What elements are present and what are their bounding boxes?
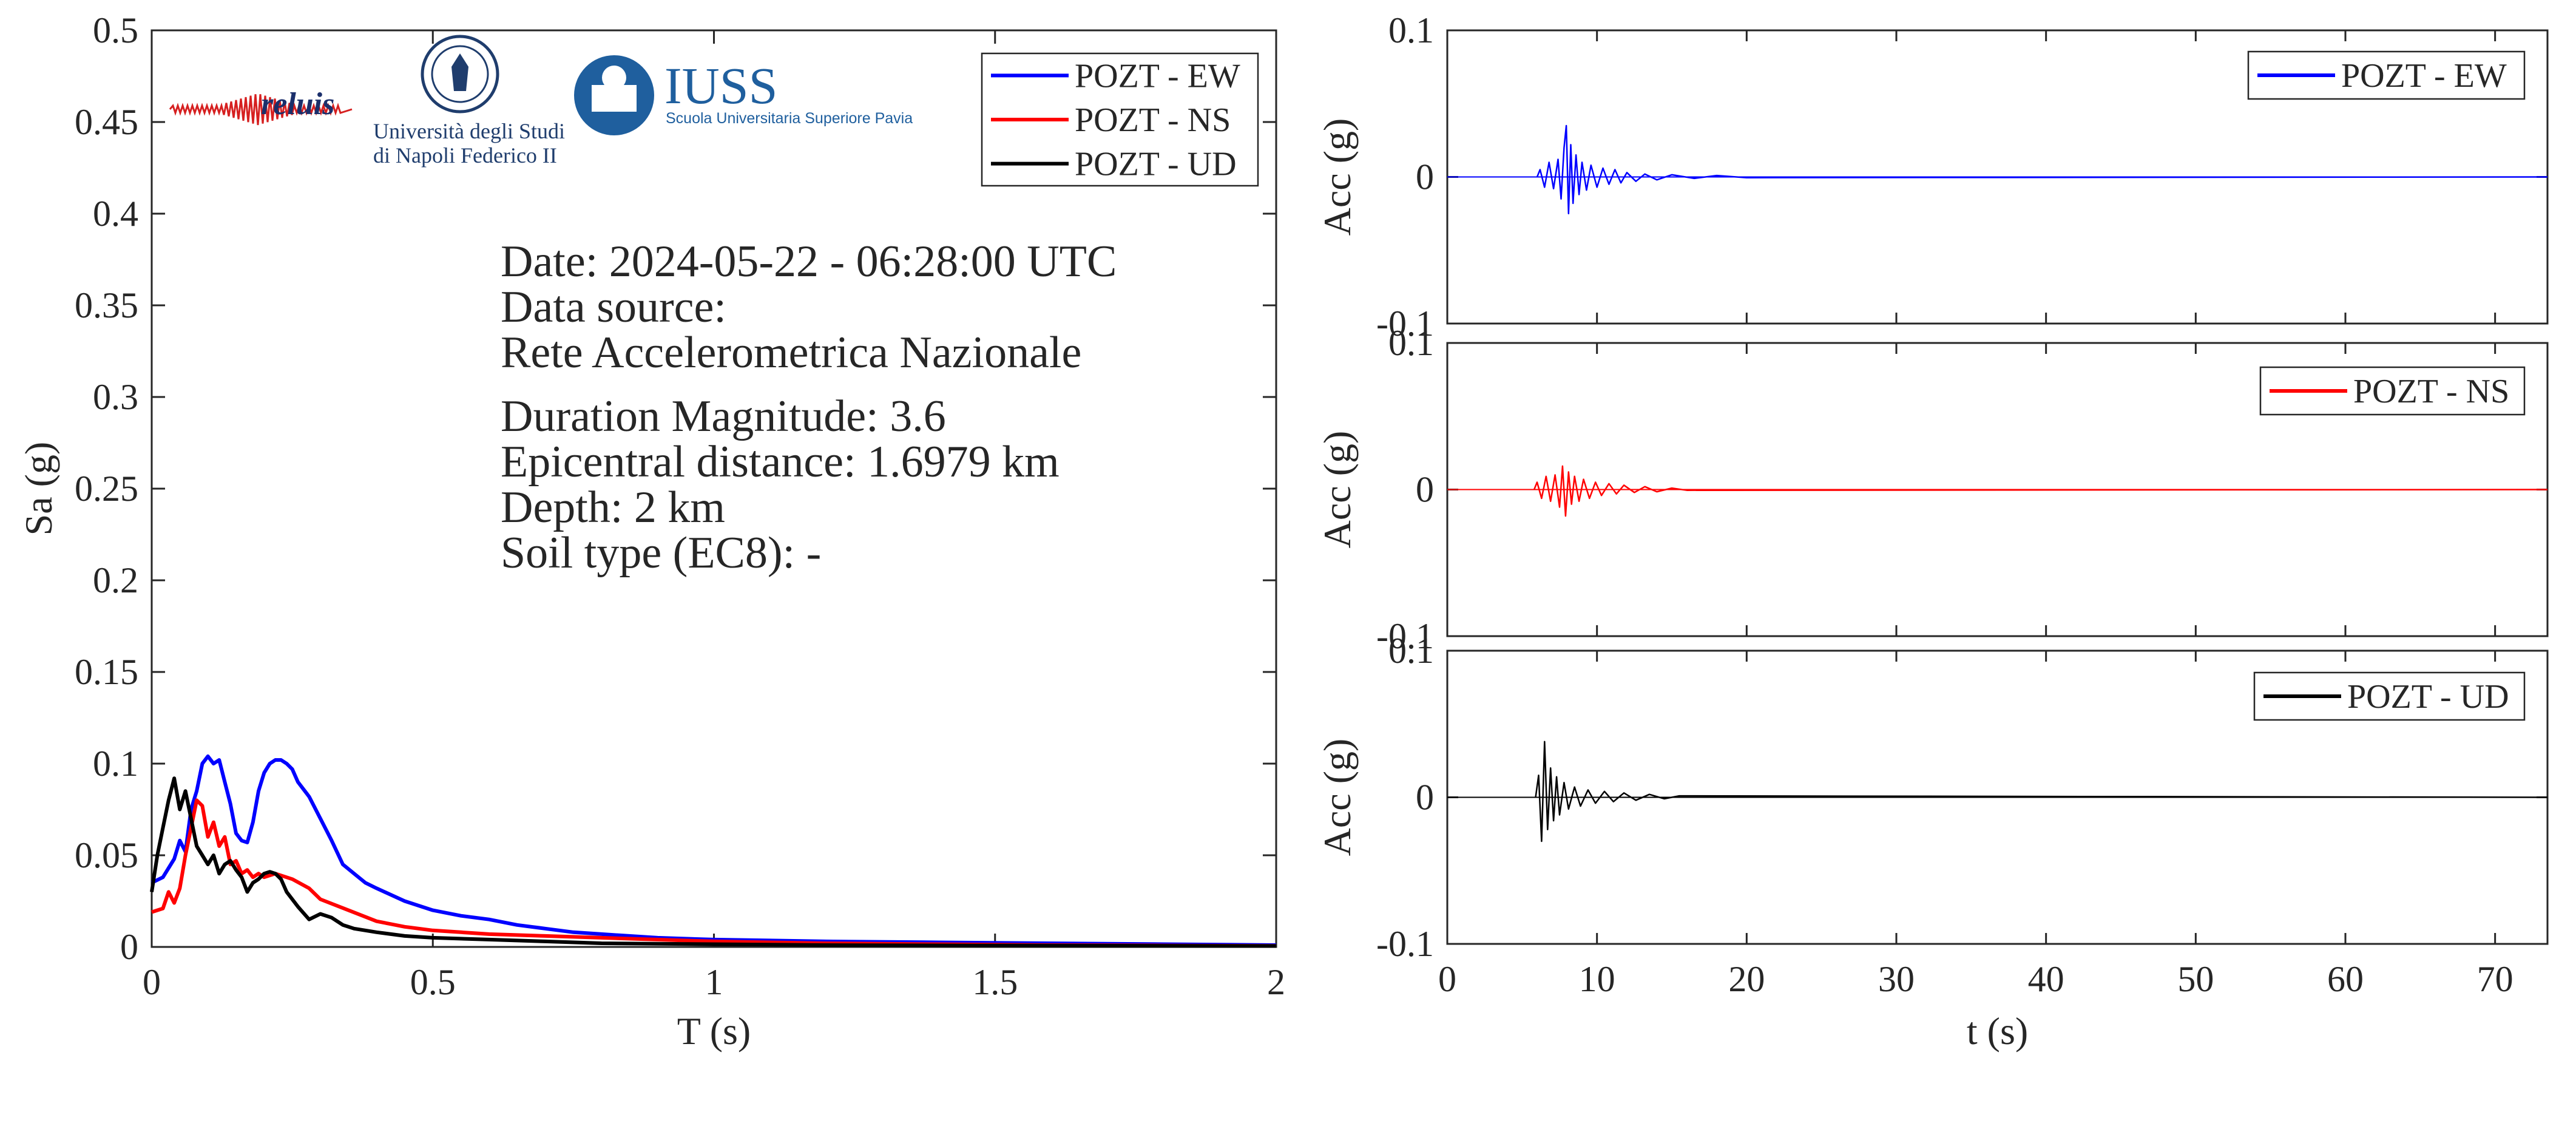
- info-distance: Epicentral distance: 1.6979 km: [501, 437, 1060, 487]
- legend-label: POZT - NS: [1075, 101, 1231, 139]
- info-date: Date: 2024-05-22 - 06:28:00 UTC: [501, 237, 1117, 287]
- iuss-logo-title: IUSS: [664, 56, 777, 115]
- x-axis-label: T (s): [677, 1009, 751, 1053]
- unina-seal-inner: [431, 45, 489, 103]
- x-tick-label: 2: [1267, 962, 1285, 1002]
- y-tick-label: 0: [1416, 778, 1434, 818]
- y-tick-label: 0: [1416, 157, 1434, 197]
- y-axis-label: Sa (g): [17, 442, 60, 536]
- x-tick-label: 60: [2327, 959, 2364, 999]
- unina-logo-line2: di Napoli Federico II: [373, 143, 557, 168]
- y-tick-label: 0.3: [93, 377, 138, 417]
- x-axis-label: t (s): [1967, 1009, 2028, 1053]
- reluis-logo: reluis: [169, 87, 353, 126]
- x-tick-label: 1: [705, 962, 723, 1002]
- iuss-emblem-dome: [602, 66, 626, 90]
- series-line-pozt-ns: [151, 798, 1277, 948]
- series-line-pozt-ew: [150, 754, 1277, 947]
- y-tick-label: 0.45: [75, 102, 138, 142]
- legend-label: POZT - NS: [2353, 373, 2509, 410]
- iuss-logo: IUSS Scuola Universitaria Superiore Pavi…: [574, 55, 913, 135]
- y-tick-label: 0.5: [93, 10, 138, 50]
- x-tick-label: 0: [1438, 959, 1456, 999]
- series-line-pozt-ew: [1536, 124, 2548, 215]
- info-soil: Soil type (EC8): -: [501, 528, 821, 578]
- event-info: Date: 2024-05-22 - 06:28:00 UTC Data sou…: [501, 237, 1117, 578]
- info-magnitude: Duration Magnitude: 3.6: [501, 392, 946, 441]
- y-tick-label: -0.1: [1376, 304, 1434, 344]
- reluis-logo-text: reluis: [261, 87, 334, 121]
- y-tick-label: -0.1: [1376, 924, 1434, 964]
- x-tick-label: 1.5: [972, 962, 1018, 1002]
- legend-label: POZT - EW: [2341, 57, 2507, 95]
- y-axis-label: Acc (g): [1316, 431, 1359, 549]
- x-tick-label: 10: [1579, 959, 1615, 999]
- x-tick-label: 40: [2028, 959, 2064, 999]
- reluis-wave-graphic: [169, 94, 353, 126]
- legend-label: POZT - UD: [2347, 678, 2509, 716]
- acc-ud-chart: -0.100.10 10 20 30 40 50 60 70t (s)Acc (g)POZT …: [1316, 631, 2549, 1053]
- x-tick-label: 20: [1728, 959, 1765, 999]
- series-line-pozt-ns: [1533, 465, 2548, 517]
- y-axis-label: Acc (g): [1316, 739, 1359, 856]
- y-tick-label: 0.1: [1388, 10, 1434, 50]
- x-tick-label: 70: [2477, 959, 2513, 999]
- unina-logo: Università degli Studi di Napoli Federic…: [373, 35, 565, 168]
- legend-box: [2247, 50, 2526, 100]
- x-tick-label: 50: [2177, 959, 2214, 999]
- unina-seal-icon: [421, 35, 499, 114]
- y-tick-label: -0.1: [1376, 616, 1434, 656]
- legend-label: POZT - UD: [1075, 146, 1237, 183]
- x-tick-label: 30: [1878, 959, 1915, 999]
- y-tick-label: 0.4: [93, 194, 138, 234]
- unina-logo-line1: Università degli Studi: [373, 119, 565, 143]
- unina-seal-figure: [451, 53, 468, 91]
- info-source-label: Data source:: [501, 282, 726, 332]
- spectrum-chart: 0 0.05 0.1 0.15 0.2 0.25 0.3 0.35 0.4 0.45 0.5 0 0.5…: [17, 10, 1285, 1053]
- acc-ns-chart: -0.1 0 0.1 Acc (g) POZT - NS: [1316, 323, 2549, 656]
- y-axis-label: Acc (g): [1316, 118, 1359, 236]
- x-tick-label: 0: [143, 962, 161, 1002]
- series-line-pozt-ud: [1535, 741, 2548, 843]
- y-tick-label: 0.35: [75, 285, 138, 325]
- y-tick-label: 0.1: [93, 744, 138, 784]
- y-tick-label: 0.1: [1388, 323, 1434, 363]
- iuss-logo-subtitle: Scuola Universitaria Superiore Pavia: [666, 110, 913, 127]
- x-tick-label: 0.5: [410, 962, 456, 1002]
- y-tick-label: 0.05: [75, 835, 138, 875]
- y-tick-label: 0.2: [93, 560, 138, 600]
- legend-label: POZT - EW: [1075, 57, 1240, 95]
- y-tick-label: 0.1: [1388, 631, 1434, 671]
- y-tick-label: 0.25: [75, 469, 138, 509]
- series-line-pozt-ud: [150, 776, 1277, 948]
- info-depth: Depth: 2 km: [501, 483, 725, 532]
- info-source: Rete Accelerometrica Nazionale: [501, 328, 1081, 378]
- y-tick-label: 0.15: [75, 652, 138, 692]
- reluis-wave-line: [169, 94, 353, 126]
- y-tick-label: 0: [120, 927, 138, 967]
- acc-ew-chart: -0.1 0 0.1 Acc (g) POZT - EW: [1316, 10, 2549, 344]
- y-tick-label: 0: [1416, 470, 1434, 510]
